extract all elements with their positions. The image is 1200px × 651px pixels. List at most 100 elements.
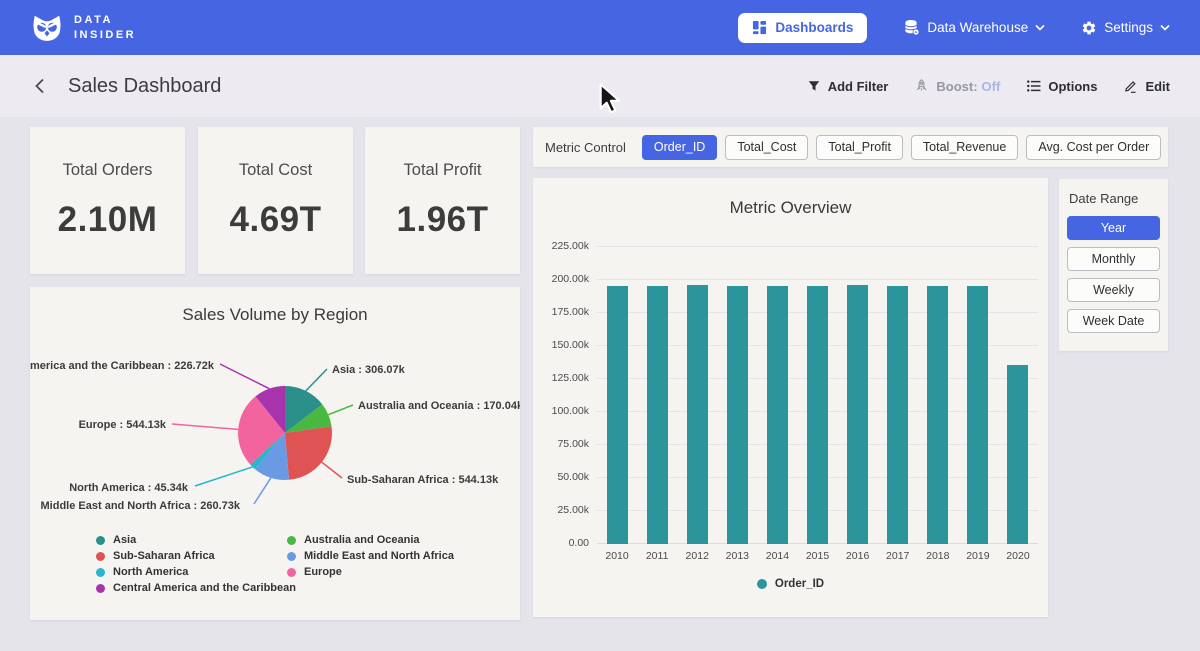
bar-slot (677, 247, 717, 544)
brand-name: DATA INSIDER (74, 13, 137, 41)
pie-legend-item: Central America and the Caribbean (96, 580, 296, 596)
legend-label: Australia and Oceania (304, 534, 420, 546)
list-options-icon (1026, 79, 1041, 93)
bar-series (597, 247, 1038, 544)
gridline: 225.00k (552, 240, 1038, 252)
pie-label: Central America and the Caribbean : 226.… (30, 360, 215, 372)
y-tick-label: 100.00k (551, 405, 589, 417)
page-title: Sales Dashboard (68, 74, 222, 97)
x-tick-label: 2012 (685, 550, 709, 562)
pie-legend-item: Australia and Oceania (287, 532, 454, 548)
metric-control-label: Metric Control (545, 139, 626, 155)
bar-2015 (807, 285, 829, 544)
legend-dot (287, 535, 296, 545)
gridline: 200.00k (552, 273, 1038, 285)
bar-slot (597, 247, 637, 544)
bar-2012 (686, 284, 708, 544)
edit-button[interactable]: Edit (1123, 79, 1170, 94)
pie-legend-column: Australia and Oceania Middle East and Nor… (287, 532, 454, 580)
pie-slice-europe (238, 396, 285, 465)
legend-label: Central America and the Caribbean (113, 582, 296, 594)
date-range-label: Date Range (1069, 191, 1139, 206)
back-button[interactable] (30, 75, 50, 97)
bar-2014 (766, 286, 788, 544)
bar-2010 (606, 286, 628, 544)
data-warehouse-menu[interactable]: Data Warehouse (903, 19, 1045, 36)
chevron-down-icon (1035, 24, 1045, 31)
pie-label: Australia and Oceania : 170.04k (358, 400, 520, 412)
bar-slot (958, 247, 998, 544)
x-tick-label: 2016 (845, 550, 870, 562)
x-tick-label: 2015 (805, 550, 830, 562)
chart-title: Metric Overview (729, 198, 852, 217)
y-tick-label: 150.00k (551, 339, 589, 351)
bar-slot (918, 247, 958, 544)
metric-chip-total-cost[interactable]: Total_Cost (725, 134, 809, 160)
boost-toggle[interactable]: Boost: Off (914, 78, 1000, 94)
add-filter-button[interactable]: Add Filter (807, 79, 888, 94)
y-tick-label: 0.00 (568, 537, 589, 549)
pie-label-line (171, 423, 239, 431)
bar-slot (998, 247, 1038, 544)
pie-title: Sales Volume by Region (182, 305, 368, 324)
metric-chip-order-id[interactable]: Order_ID (641, 134, 718, 160)
bar-2019 (967, 285, 989, 544)
rocket-icon (914, 78, 929, 94)
legend-label: Asia (113, 534, 137, 546)
kpi-total-cost: Total Cost 4.69T (198, 127, 353, 274)
date-range-panel: Date Range Year Monthly Weekly Week Date (1059, 179, 1168, 351)
x-tick-label: 2011 (645, 550, 669, 562)
pie-label-line (305, 368, 328, 392)
bar-chart-plot: 0.00 25.00k 50.00k 75.00k 100.00k 125.00k 150.… (552, 240, 1038, 549)
legend-dot (96, 583, 105, 593)
legend-dot (756, 579, 767, 589)
filter-funnel-icon (807, 79, 821, 93)
pencil-icon (1123, 79, 1138, 94)
pie-legend-item: Europe (287, 564, 454, 580)
bar-2017 (887, 285, 909, 544)
settings-menu[interactable]: Settings (1081, 20, 1170, 36)
pie-label-line (253, 477, 272, 505)
metric-control-bar: Metric Control Order_ID Total_Cost Total_P… (533, 127, 1168, 167)
y-tick-label: 175.00k (551, 306, 589, 318)
metric-chip-avg-cost-per-order[interactable]: Avg. Cost per Order (1026, 134, 1162, 160)
kpi-value: 2.10M (57, 200, 158, 239)
pie-legend-item: Sub-Saharan Africa (96, 548, 296, 564)
pie-slice-australia-and-oceania (285, 404, 332, 433)
metric-chip-total-revenue[interactable]: Total_Revenue (910, 134, 1019, 160)
pie-legend-item: Asia (96, 532, 296, 548)
kpi-label: Total Orders (62, 161, 153, 179)
sales-volume-pie-card: Sales Volume by Region Asia : 306.07k Aus… (30, 287, 520, 620)
legend-label: Order_ID (774, 578, 825, 590)
bar-2013 (726, 286, 748, 544)
options-button[interactable]: Options (1026, 79, 1097, 94)
metric-chip-total-profit[interactable]: Total_Profit (816, 134, 903, 160)
brand[interactable]: DATA INSIDER (30, 11, 136, 45)
legend-dot (287, 567, 296, 577)
legend-dot (96, 551, 105, 561)
bar-slot (797, 247, 837, 544)
dashboards-button[interactable]: Dashboards (738, 12, 868, 43)
date-range-weekly[interactable]: Weekly (1067, 278, 1160, 302)
x-tick-label: 2019 (966, 550, 990, 562)
legend-label: Europe (304, 566, 342, 578)
x-tick-label: 2017 (886, 550, 910, 562)
x-tick-label: 2013 (725, 550, 749, 562)
date-range-monthly[interactable]: Monthly (1067, 247, 1160, 271)
top-navbar: DATA INSIDER Dashboards (0, 0, 1200, 55)
kpi-label: Total Profit (403, 161, 482, 179)
pie-slice-middle-east-and-north-africa (254, 433, 289, 480)
date-range-week-date[interactable]: Week Date (1067, 309, 1160, 333)
navbar-menu: Dashboards Data Warehouse (738, 12, 1170, 43)
pie-label: North America : 45.34k (69, 482, 189, 494)
kpi-total-orders: Total Orders 2.10M (30, 127, 185, 274)
x-tick-label: 2010 (605, 550, 629, 562)
date-range-year[interactable]: Year (1067, 216, 1160, 240)
metric-overview-chart-card: Metric Overview 0.00 25.00k 50.00k 75.00k 10… (533, 178, 1048, 617)
y-tick-label: 50.00k (557, 471, 589, 483)
pie-label: Asia : 306.07k (332, 364, 406, 376)
pie-label-line (321, 461, 343, 479)
bar-slot (838, 247, 878, 544)
y-tick-label: 225.00k (551, 240, 589, 252)
